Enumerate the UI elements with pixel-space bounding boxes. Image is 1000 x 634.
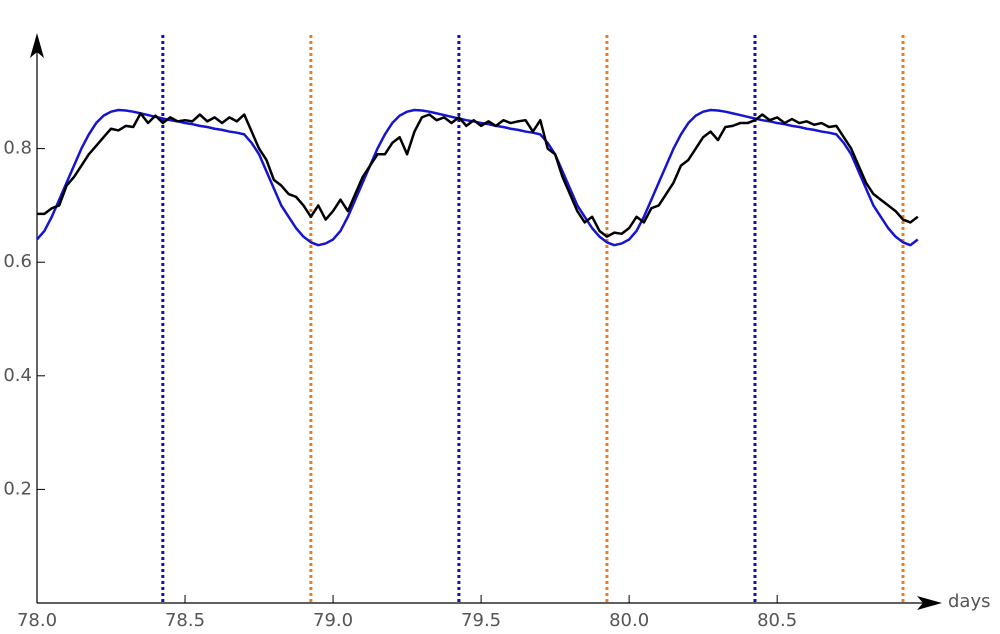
x-tick-label: 78.0 xyxy=(17,610,57,631)
y-tick-label: 0.2 xyxy=(3,478,32,499)
x-tick-label: 79.0 xyxy=(313,610,353,631)
x-tick-label: 79.5 xyxy=(461,610,501,631)
x-axis-arrow xyxy=(917,596,942,610)
y-tick-label: 0.6 xyxy=(3,251,32,272)
y-axis-arrow xyxy=(30,33,44,58)
series-line xyxy=(37,112,919,238)
y-tick-label: 0.8 xyxy=(3,138,32,159)
x-axis-label: days xyxy=(948,591,991,612)
x-tick-label: 80.0 xyxy=(609,610,649,631)
y-tick-label: 0.4 xyxy=(3,365,32,386)
x-tick-label: 78.5 xyxy=(165,610,205,631)
x-tick-label: 80.5 xyxy=(757,610,797,631)
series-line xyxy=(36,108,919,247)
